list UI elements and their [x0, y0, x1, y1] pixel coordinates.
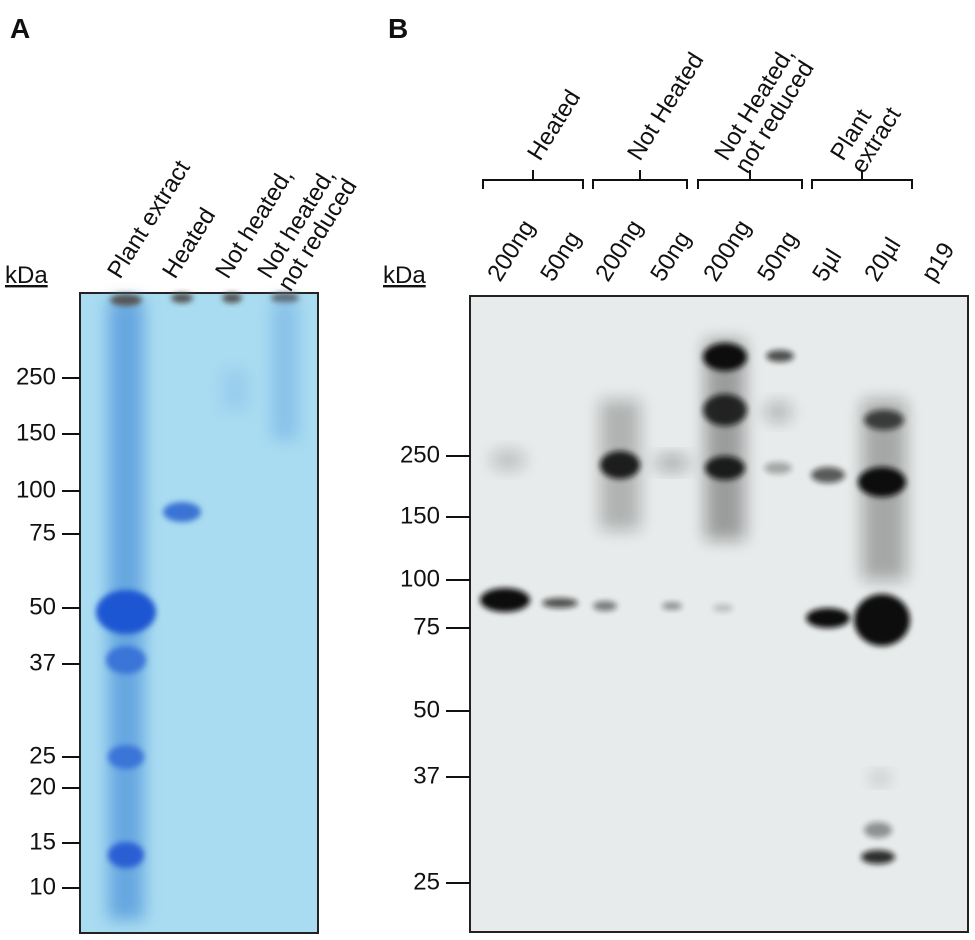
marker-label: 10	[29, 873, 56, 900]
marker-label: 100	[16, 476, 56, 503]
marker-label: 25	[413, 868, 440, 895]
lane-label: p19	[916, 238, 960, 286]
marker-label: 100	[400, 565, 440, 592]
lane-label: 20µl	[859, 233, 906, 286]
panel-label: B	[388, 13, 408, 44]
unit-label: kDa	[383, 262, 426, 289]
lane-label: 200ng	[698, 215, 756, 286]
markers: 250 150 100 75 50 37 25	[400, 441, 470, 895]
marker-label: 150	[16, 419, 56, 446]
lane-label: 200ng	[482, 215, 540, 286]
marker-label: 20	[29, 773, 56, 800]
marker-label: 37	[413, 762, 440, 789]
panel-label: A	[10, 13, 30, 44]
markers: 250 150 100 75 50 37 25 20 15 10	[16, 363, 80, 900]
marker-label: 250	[400, 441, 440, 468]
gel-bands	[96, 293, 299, 920]
lane-label: 50ng	[752, 227, 803, 287]
marker-label: 50	[413, 696, 440, 723]
lane-label: 50ng	[645, 227, 696, 287]
lane-label: 200ng	[590, 215, 648, 286]
lane-label: 50ng	[535, 227, 586, 287]
marker-label: 50	[29, 593, 56, 620]
marker-label: 150	[400, 502, 440, 529]
group-label: Heated	[522, 85, 586, 165]
marker-label: 75	[29, 519, 56, 546]
lane-label: 5µl	[807, 244, 847, 286]
marker-label: 25	[29, 742, 56, 769]
group-label: Not Heated	[622, 48, 709, 165]
blot-bands	[480, 340, 910, 864]
marker-label: 15	[29, 828, 56, 855]
unit-label: kDa	[5, 262, 48, 289]
marker-label: 250	[16, 363, 56, 390]
group-brackets	[482, 170, 913, 189]
marker-label: 75	[413, 613, 440, 640]
marker-label: 37	[29, 649, 56, 676]
